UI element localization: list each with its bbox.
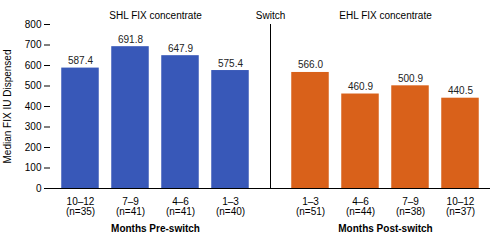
svg-text:10–12(n=37): 10–12(n=37) — [446, 196, 475, 217]
svg-text:460.9: 460.9 — [348, 81, 373, 92]
svg-text:600: 600 — [25, 60, 42, 71]
svg-text:691.8: 691.8 — [118, 34, 143, 45]
svg-text:7–9(n=41): 7–9(n=41) — [116, 196, 145, 217]
svg-text:700: 700 — [25, 39, 42, 50]
svg-text:100: 100 — [25, 162, 42, 173]
svg-text:587.4: 587.4 — [68, 55, 93, 66]
svg-text:1–3(n=40): 1–3(n=40) — [216, 196, 245, 217]
svg-text:647.9: 647.9 — [168, 43, 193, 54]
svg-text:Months Post-switch: Months Post-switch — [338, 223, 432, 234]
svg-text:500.9: 500.9 — [398, 73, 423, 84]
svg-text:10–12(n=35): 10–12(n=35) — [66, 196, 95, 217]
svg-text:SHL FIX concentrate: SHL FIX concentrate — [109, 10, 202, 21]
svg-text:500: 500 — [25, 80, 42, 91]
svg-text:800: 800 — [25, 19, 42, 30]
svg-text:4–6(n=41): 4–6(n=41) — [166, 196, 195, 217]
svg-text:Months Pre-switch: Months Pre-switch — [111, 223, 200, 234]
svg-text:Median FIX IU Dispensed: Median FIX IU Dispensed — [2, 50, 13, 164]
svg-text:566.0: 566.0 — [298, 59, 323, 70]
svg-text:575.4: 575.4 — [218, 58, 243, 69]
svg-text:400: 400 — [25, 101, 42, 112]
svg-text:1–3(n=51): 1–3(n=51) — [296, 196, 325, 217]
svg-text:300: 300 — [25, 121, 42, 132]
svg-text:7–9(n=38): 7–9(n=38) — [396, 196, 425, 217]
svg-text:EHL FIX concentrate: EHL FIX concentrate — [339, 10, 432, 21]
svg-text:Switch: Switch — [256, 10, 285, 21]
svg-text:4–6(n=44): 4–6(n=44) — [346, 196, 375, 217]
svg-text:0: 0 — [36, 183, 42, 194]
svg-text:440.5: 440.5 — [448, 85, 473, 96]
svg-text:200: 200 — [25, 142, 42, 153]
